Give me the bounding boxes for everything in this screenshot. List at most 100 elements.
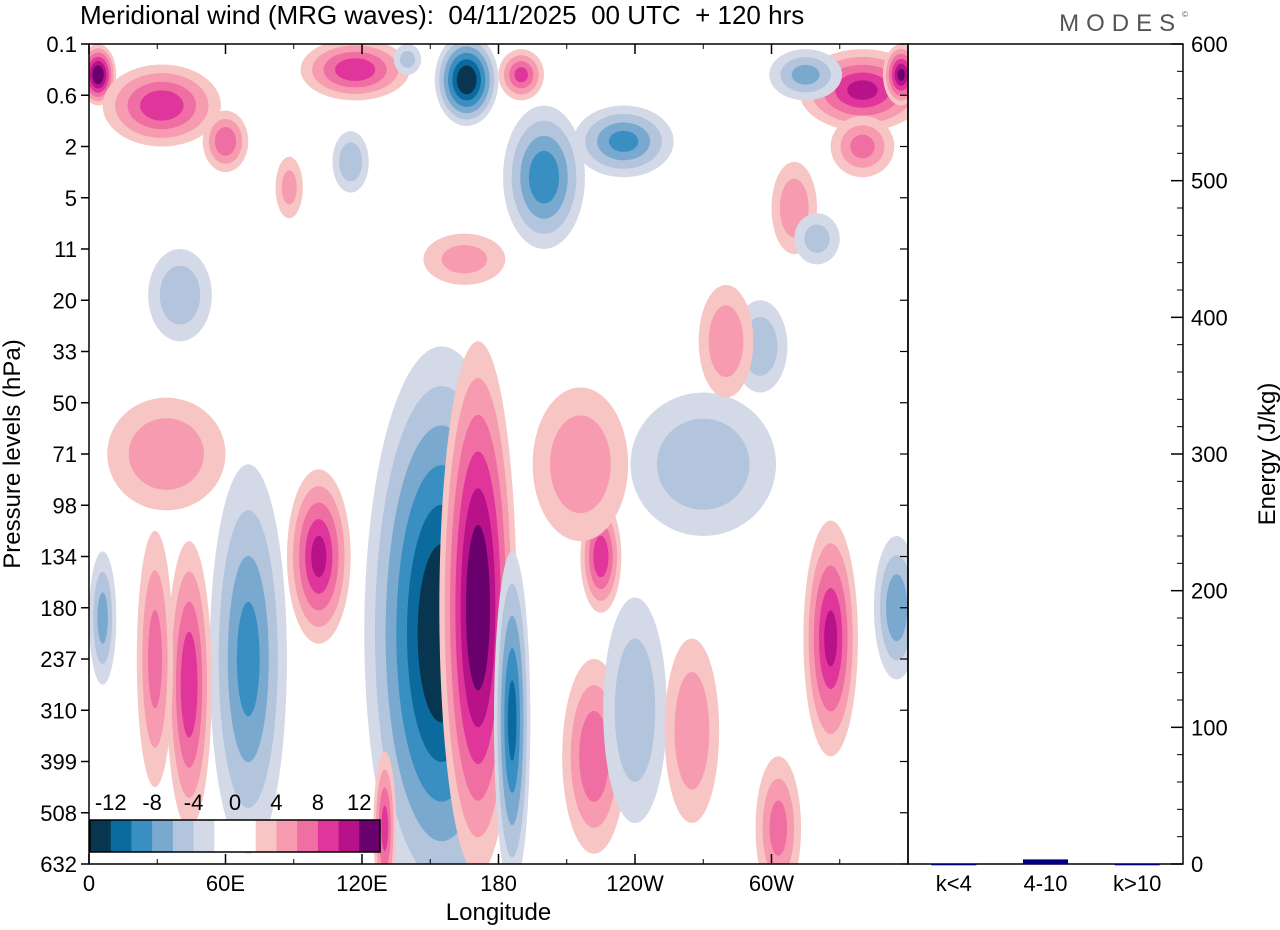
energy-tick-label: 300 [1191, 442, 1228, 467]
colorbar-swatch [359, 820, 381, 852]
x-tick-label: 120W [606, 871, 664, 896]
wave-cell-22 [102, 64, 221, 147]
contour-level-15-4 [674, 672, 710, 790]
wave-cell-7 [136, 530, 174, 788]
wave-cell-23 [503, 105, 585, 249]
y-tick-label: 98 [53, 493, 77, 518]
energy-category-label: k<4 [936, 871, 972, 896]
modes-logo: MODES© [1059, 10, 1188, 38]
y-tick-label: 20 [53, 288, 77, 313]
x-tick-label: 180 [480, 871, 517, 896]
wave-cell-17 [630, 392, 777, 536]
y-tick-label: 0.6 [46, 83, 77, 108]
y-tick-label: 399 [40, 750, 77, 775]
colorbar-swatch [90, 820, 112, 852]
y-tick-label: 5 [65, 186, 77, 211]
wave-cell-32 [830, 115, 895, 178]
y-tick-label: 310 [40, 698, 77, 723]
colorbar-swatch [193, 820, 215, 852]
wave-cell-33 [148, 249, 212, 342]
y-tick-label: 11 [54, 237, 77, 262]
contour-level-28-6 [791, 64, 820, 85]
colorbar-label: 8 [312, 790, 324, 815]
contour-level-13-6 [769, 800, 788, 856]
contour-level-36-4 [441, 245, 488, 274]
contour-level-6-8 [180, 631, 198, 738]
colorbar-label: 4 [270, 790, 282, 815]
contour-level-20-8 [335, 58, 376, 81]
contour-level-18-4 [128, 418, 204, 490]
contour-level-24-8 [608, 130, 639, 152]
energy-tick-label: 600 [1191, 32, 1228, 57]
energy-panel: 0 100 200 300 400 500 600 Energy (J/kg) k<4 4-10 k… [931, 32, 1280, 896]
contour-level-14-4 [614, 638, 656, 782]
wave-cell-30 [202, 110, 249, 173]
wave-cell-12 [89, 551, 117, 685]
x-tick-label: 120E [336, 871, 387, 896]
chart-title: Meridional wind (MRG waves): 04/11/2025 … [80, 0, 805, 30]
colorbar-swatch [172, 820, 195, 852]
wave-cell-16 [532, 387, 629, 542]
contour-level-8-8 [593, 535, 609, 578]
wave-cell-35 [698, 284, 754, 398]
wave-cell-24 [573, 105, 674, 178]
contour-level-1-14 [471, 561, 485, 654]
contour-level-17-4 [656, 418, 750, 510]
wave-cell-39 [275, 156, 303, 219]
colorbar-label: 0 [229, 790, 241, 815]
wave-cell-37 [393, 44, 422, 75]
contour-level-27-8 [514, 67, 528, 83]
contour-level-32-6 [850, 134, 875, 159]
x-tick-label: 60W [749, 871, 794, 896]
colorbar-label: -8 [142, 790, 162, 815]
contour-level-4-10 [311, 535, 327, 578]
contour-level-12-6 [97, 592, 108, 644]
colorbar-swatch [235, 820, 257, 852]
contour-level-35-4 [708, 305, 744, 378]
y-tick-label: 632 [40, 852, 77, 877]
wave-cell-15 [664, 638, 720, 823]
axes: 0.1 0.6 2 5 11 20 33 50 71 98 134 180 237 310 399 508 63… [0, 32, 1184, 926]
colorbar-swatch [110, 820, 132, 852]
wave-cell-36 [423, 233, 506, 285]
colorbar-swatch [131, 820, 153, 852]
colorbar-swatch [255, 820, 277, 852]
wave-cell-18 [107, 397, 226, 511]
contour-level-37-4 [399, 50, 416, 68]
wave-cell-28 [769, 49, 843, 101]
y-tick-label: 508 [40, 801, 77, 826]
colorbar-swatch [276, 820, 298, 852]
energy-bar-k>10 [1114, 863, 1160, 866]
contour-level-30-6 [214, 127, 237, 156]
contour-level-3-8 [381, 805, 389, 851]
wave-cell-31 [332, 131, 369, 193]
contour-level-23-8 [528, 150, 560, 204]
energy-bar-k<4 [931, 863, 977, 866]
wave-cell-5 [209, 464, 287, 854]
energy-axis-label: Energy (J/kg) [1254, 383, 1280, 526]
contour-level-11-6 [886, 574, 908, 642]
wave-cell-21 [89, 44, 117, 106]
contour-level-19-14 [461, 71, 473, 88]
energy-tick-label: 200 [1191, 579, 1228, 604]
field-group [89, 44, 908, 864]
contour-level-22-8 [140, 90, 184, 121]
y-tick-label: 0.1 [46, 32, 77, 57]
contour-level-2-10 [507, 680, 517, 761]
energy-frame [907, 43, 1184, 865]
contour-level-9-6 [579, 710, 609, 802]
contour-level-31-4 [339, 142, 363, 182]
x-axis-label: Longitude [446, 899, 551, 926]
energy-category-label: 4-10 [1023, 871, 1067, 896]
wave-cell-26 [882, 44, 908, 106]
colorbar-swatch [214, 820, 236, 852]
contour-level-39-4 [281, 170, 297, 205]
contour-level-21-14 [94, 69, 102, 81]
wave-cell-20 [300, 44, 410, 101]
wave-cell-6 [166, 541, 212, 829]
contour-level-33-4 [159, 265, 201, 325]
y-tick-label: 180 [40, 596, 77, 621]
energy-tick-label: 100 [1191, 715, 1228, 740]
contour-level-7-6 [147, 609, 162, 709]
colorbar-swatch [152, 820, 174, 852]
